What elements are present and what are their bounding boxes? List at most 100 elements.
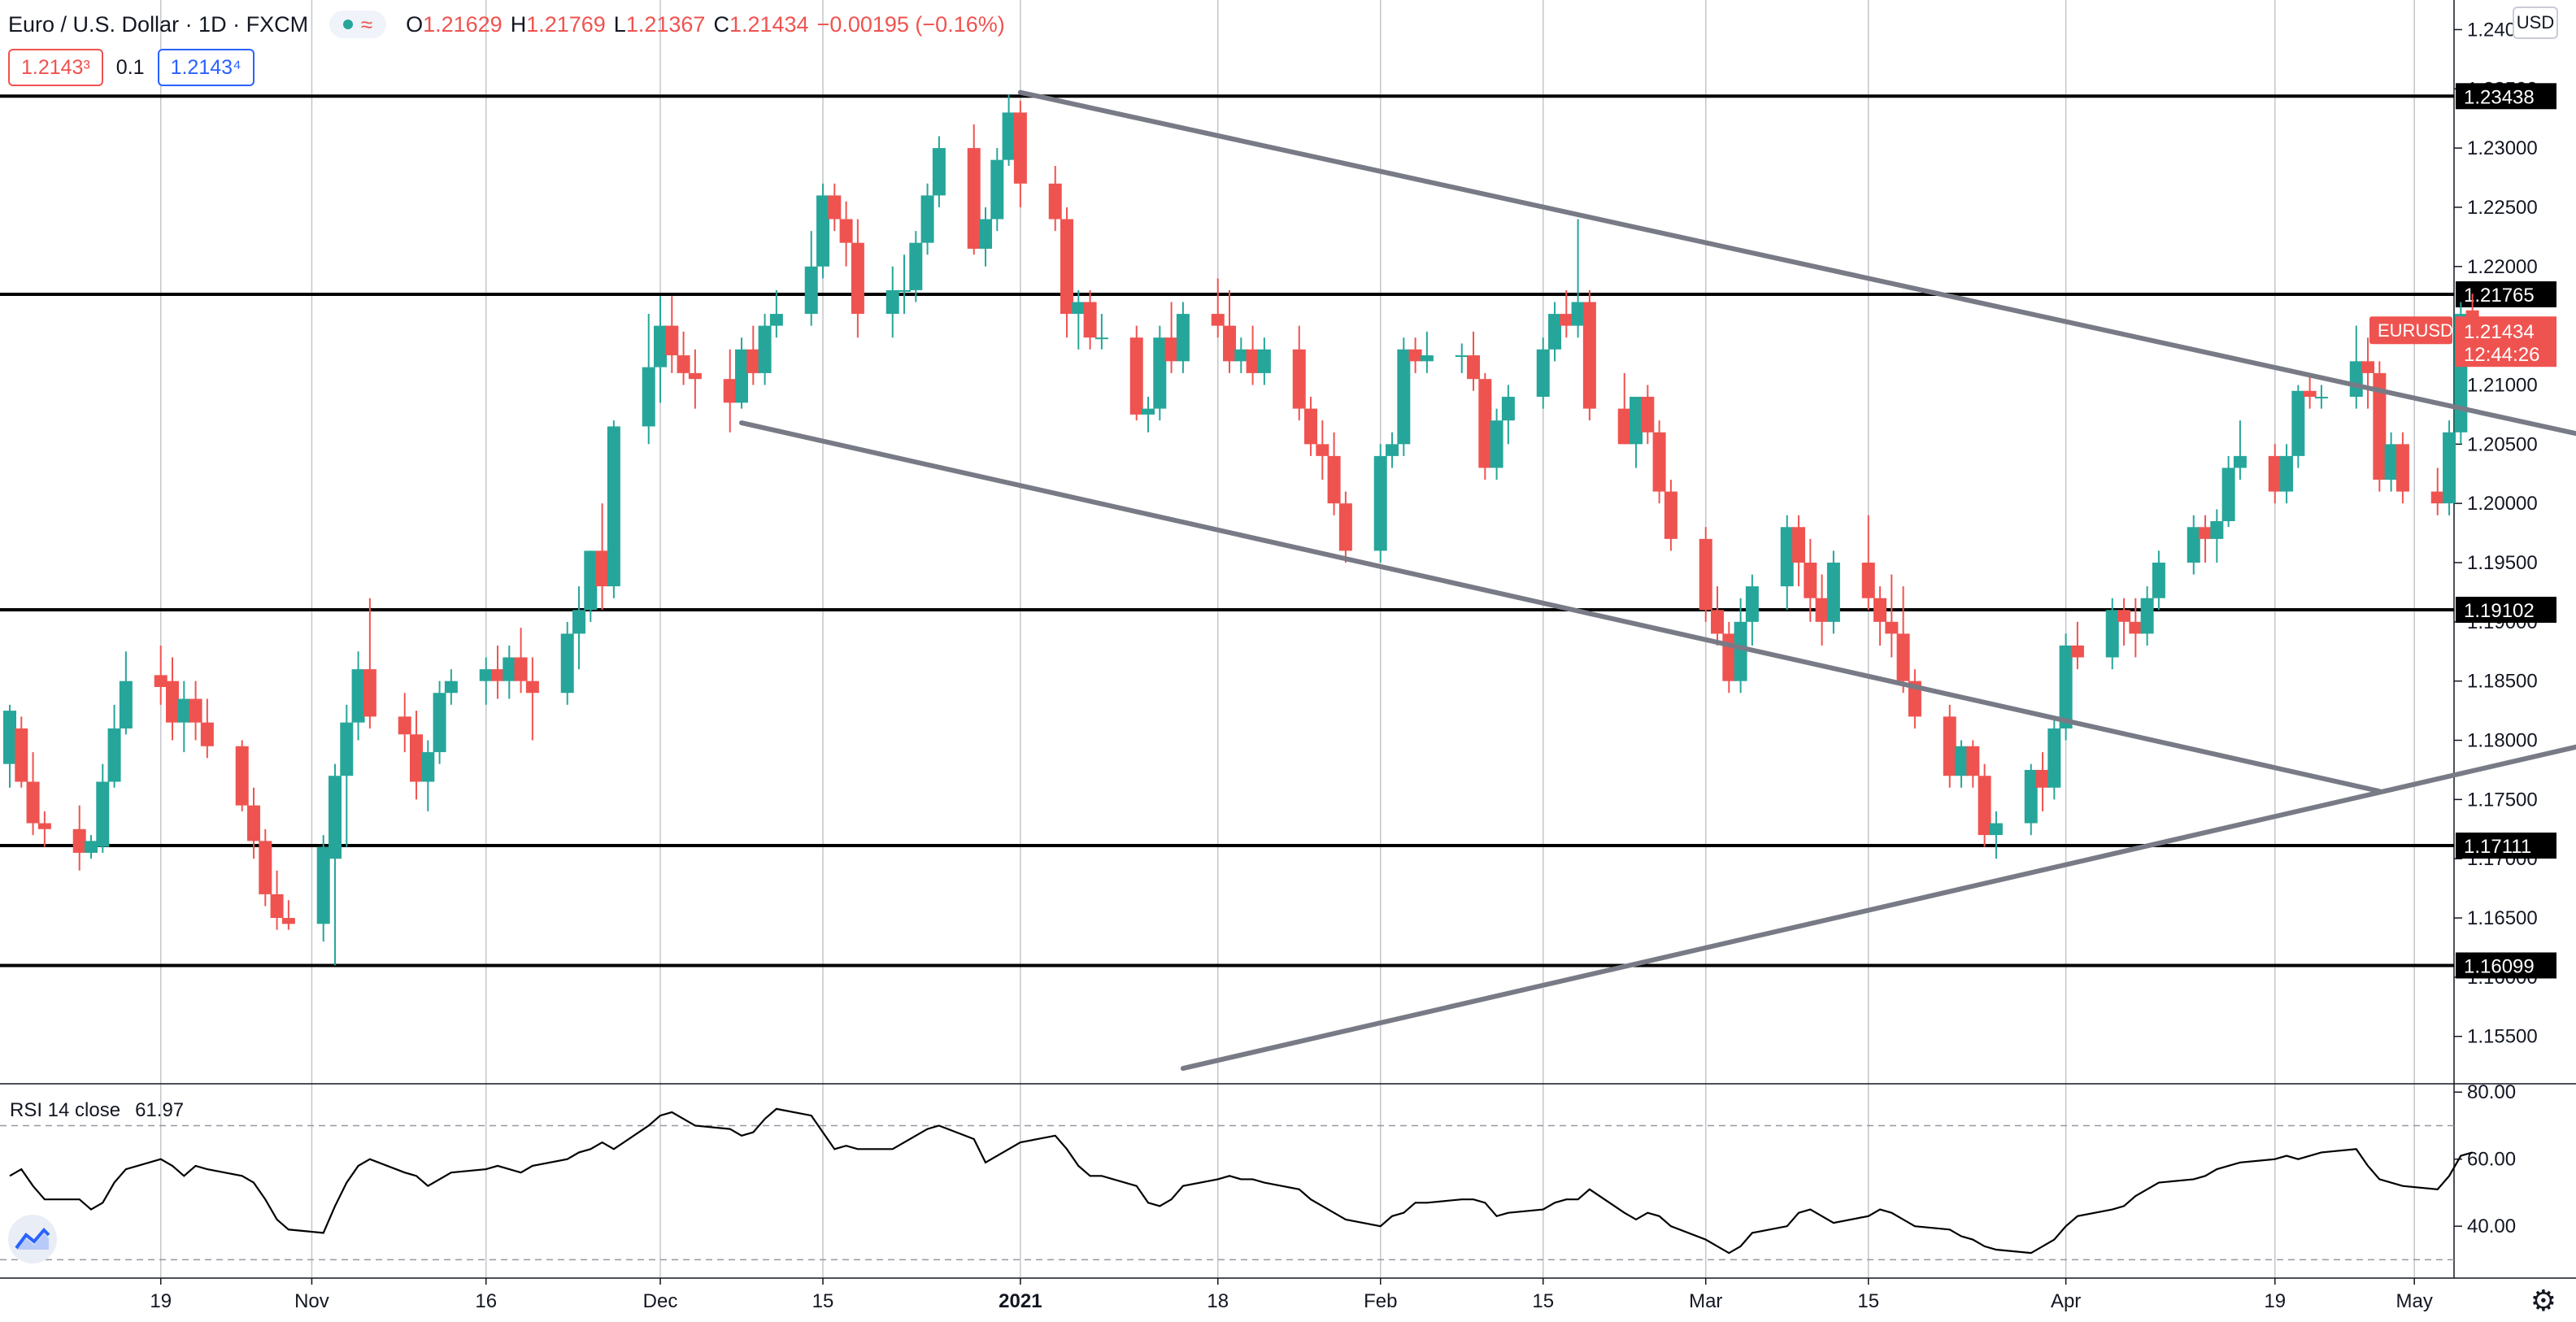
bar-countdown-label: 12:44:26: [2464, 344, 2539, 366]
candle-body: [2349, 361, 2363, 398]
candle-body: [525, 681, 539, 694]
candle-body: [1536, 349, 1550, 398]
price-tick-label: 1.18000: [2467, 730, 2538, 752]
candle-body: [654, 325, 668, 367]
candle-body: [2210, 521, 2224, 539]
time-tick-label: Mar: [1689, 1290, 1722, 1312]
candle-body: [1966, 746, 1980, 776]
candle-body: [828, 195, 842, 220]
sell-button[interactable]: 1.2143³: [8, 49, 103, 86]
candle-body: [979, 219, 993, 249]
candle-body: [595, 550, 609, 587]
candle-body: [769, 314, 783, 326]
rsi-legend[interactable]: RSI 14 close 61.97: [10, 1099, 184, 1122]
settings-gear-icon[interactable]: ⚙: [2530, 1284, 2556, 1317]
candle-body: [932, 148, 946, 196]
candle-body: [1397, 349, 1411, 445]
candle-body: [2430, 491, 2444, 504]
candle-body: [1490, 420, 1503, 468]
candle-body: [851, 242, 864, 315]
candle-body: [1386, 444, 1399, 456]
time-tick-label: 15: [1857, 1290, 1879, 1312]
candle-body: [2070, 645, 2084, 658]
candle-body: [898, 289, 912, 292]
candle-body: [1094, 337, 1108, 340]
candle-body: [1652, 432, 1666, 492]
wave-icon: ≈: [360, 12, 373, 37]
close-value: 1.21434: [729, 11, 809, 37]
candle-body: [1792, 527, 1806, 563]
candle-body: [967, 148, 981, 249]
price-tick-label: 1.15500: [2467, 1026, 2538, 1048]
level-price-label: 1.21765: [2464, 285, 2535, 307]
low-value: 1.21367: [625, 11, 706, 37]
candle-body: [584, 550, 598, 611]
candle-body: [154, 675, 168, 687]
candle-body: [433, 693, 446, 753]
candle-body: [1861, 562, 1875, 598]
high-value: 1.21769: [526, 11, 606, 37]
price-tick-label: 1.23000: [2467, 137, 2538, 159]
candle-body: [804, 266, 818, 315]
candle-body: [281, 918, 295, 924]
candle-body: [1304, 408, 1318, 445]
candle-body: [2303, 390, 2317, 398]
candle-body: [1129, 337, 1143, 415]
candle-body: [665, 325, 679, 356]
candle-body: [560, 633, 574, 694]
tradingview-logo-icon[interactable]: [8, 1215, 57, 1263]
candle-body: [247, 805, 261, 841]
candle-body: [351, 669, 365, 723]
price-tick-label: 1.21000: [2467, 374, 2538, 396]
candles: [3, 94, 2479, 966]
candle-body: [607, 426, 620, 587]
price-tick-label: 1.18500: [2467, 671, 2538, 693]
candle-body: [816, 195, 830, 267]
candle-body: [2361, 361, 2375, 373]
time-tick-label: Apr: [2051, 1290, 2081, 1312]
trendline: [1017, 89, 2576, 437]
rsi-tick-label: 40.00: [2467, 1215, 2516, 1237]
level-price-tag: [2456, 833, 2556, 859]
candle-body: [1153, 337, 1167, 409]
candle-body: [2047, 728, 2061, 788]
symbol-tag: [2369, 316, 2452, 345]
candle-body: [1815, 598, 1829, 622]
candle-body: [1722, 633, 1736, 681]
time-tick-label: Dec: [643, 1290, 678, 1312]
candle-body: [2233, 455, 2247, 468]
trendline: [1180, 744, 2576, 1072]
close-label: C: [713, 11, 729, 37]
symbol-title[interactable]: Euro / U.S. Dollar · 1D · FXCM: [8, 11, 309, 37]
rsi-legend-value: 61.97: [135, 1099, 185, 1121]
candle-body: [2152, 562, 2165, 598]
market-status-pill[interactable]: ≈: [329, 11, 387, 38]
candle-body: [1501, 397, 1515, 421]
candle-body: [1699, 538, 1712, 611]
candle-body: [340, 722, 354, 776]
candle-body: [1664, 491, 1677, 539]
candle-body: [410, 734, 424, 782]
candle-body: [1257, 349, 1271, 373]
candle-body: [166, 681, 180, 723]
spread-value: 0.1: [115, 55, 145, 79]
candle-body: [642, 367, 655, 427]
candle-body: [1408, 349, 1422, 362]
candle-body: [1223, 325, 1237, 362]
buy-button[interactable]: 1.2143⁴: [157, 49, 255, 86]
candle-body: [1734, 621, 1747, 681]
candle-body: [1571, 302, 1585, 326]
candle-body: [200, 722, 214, 746]
time-tick-label: Feb: [1364, 1290, 1397, 1312]
price-tick-label: 1.20500: [2467, 433, 2538, 455]
price-tick-label: 1.20000: [2467, 493, 2538, 515]
candle-body: [2314, 397, 2328, 399]
trendline: [739, 420, 2382, 794]
candle-body: [1164, 337, 1178, 362]
candle-body: [2443, 432, 2456, 504]
currency-button[interactable]: USD: [2513, 7, 2558, 39]
candle-body: [1641, 397, 1655, 433]
time-tick-label: 15: [1532, 1290, 1554, 1312]
candle-body: [235, 746, 249, 806]
